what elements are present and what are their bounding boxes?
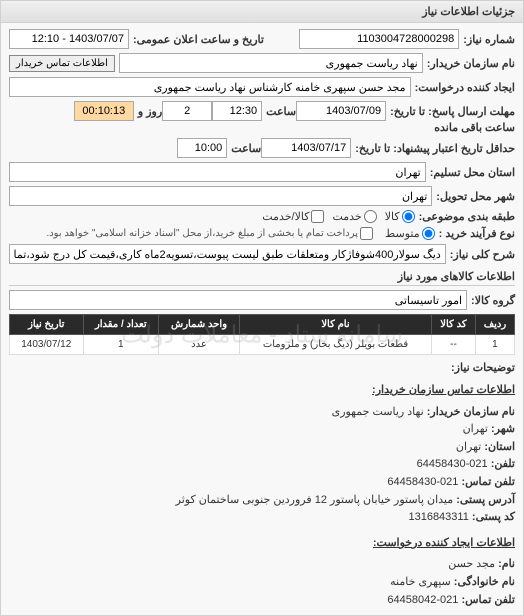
province-label: استان محل تسلیم: [430,166,515,179]
c1-fax-label: تلفن تماس: [461,476,515,488]
c2-name: مجد حسن [448,558,495,570]
col-name: نام کالا [239,315,431,335]
c2-family-label: نام خانوادگی: [454,576,515,588]
c2-name-label: نام: [498,558,515,570]
buyer-name-input[interactable] [119,53,423,73]
row-deadline: مهلت ارسال پاسخ: تا تاریخ: ساعت روز و سا… [9,101,515,134]
row-city: شهر محل تحویل: [9,186,515,206]
subject-label: شرح کلی نیاز: [450,248,515,261]
c1-fax: 021-64458430 [387,476,458,488]
requester-contact-block: اطلاعات ایجاد کننده درخواست: نام: مجد حس… [9,535,515,609]
details-panel: جزئیات اطلاعات نیاز شماره نیاز: تاریخ و … [0,0,524,616]
requester-label: ایجاد کننده درخواست: [415,81,515,94]
row-budget: طبقه بندی موضوعی: کالا خدمت کالا/خدمت [9,210,515,223]
group-input[interactable] [9,290,467,310]
announce-label: تاریخ و ساعت اعلان عمومی: [133,33,264,46]
day-label: روز و [138,105,162,118]
radio-goods-label: کالا [385,210,400,223]
deadline-time-input[interactable] [212,101,262,121]
proc-note: پرداخت تمام یا بخشی از مبلغ خرید،از محل … [46,228,358,239]
checkbox-treasury[interactable] [360,227,373,240]
notes-label: توضیحات نیاز: [451,361,515,374]
deadline-send-label: مهلت ارسال پاسخ: تا تاریخ: [390,105,515,118]
cell-code: -- [432,335,476,355]
radio-goods[interactable] [402,210,415,223]
subject-input[interactable] [9,244,446,264]
validity-label: حداقل تاریخ اعتبار پیشنهاد: تا تاریخ: [355,142,515,155]
col-qty: تعداد / مقدار [83,315,159,335]
c1-city: تهران [463,423,488,435]
c1-phone-label: تلفن: [491,458,515,470]
items-table-wrap: سامانه ستاد - معاملات دولت ردیف کد کالا … [9,314,515,355]
contact2-title: اطلاعات ایجاد کننده درخواست: [373,535,515,553]
validity-time-label: ساعت [231,142,261,155]
buyer-contact-block: اطلاعات تماس سازمان خریدار: نام سازمان خ… [9,382,515,527]
row-proctype: نوع فرآیند خرید : متوسط پرداخت تمام یا ب… [9,227,515,240]
requester-input[interactable] [9,77,411,97]
deadline-time-label: ساعت [266,105,296,118]
checkbox-both-label: کالا/خدمت [262,210,309,223]
city-input[interactable] [9,186,432,206]
need-no-label: شماره نیاز: [463,33,515,46]
col-unit: واحد شمارش [159,315,240,335]
c1-org-label: نام سازمان خریدار: [427,406,515,418]
days-remaining-input[interactable] [162,101,212,121]
radio-service[interactable] [364,210,377,223]
c1-org: نهاد ریاست جمهوری [332,406,424,418]
table-row[interactable]: 1 -- قطعات بویلر (دیگ بخار) و ملزومات عد… [10,335,515,355]
panel-body: شماره نیاز: تاریخ و ساعت اعلان عمومی: نا… [1,23,523,615]
row-buyer: نام سازمان خریدار: اطلاعات تماس خریدار [9,53,515,73]
checkbox-both[interactable] [311,210,324,223]
items-header-row: ردیف کد کالا نام کالا واحد شمارش تعداد /… [10,315,515,335]
c1-prov-label: استان: [484,441,515,453]
c2-family: سپهری خامنه [390,576,451,588]
c1-addr-label: آدرس پستی: [456,494,515,506]
need-no-input[interactable] [299,29,459,49]
validity-date-input[interactable] [261,138,351,158]
c1-city-label: شهر: [491,423,515,435]
col-row: ردیف [475,315,514,335]
province-input[interactable] [9,162,426,182]
contact1-title: اطلاعات تماس سازمان خریدار: [372,382,515,400]
budget-label: طبقه بندی موضوعی: [419,210,515,223]
time-remaining-input [74,101,134,121]
col-code: کد کالا [432,315,476,335]
city-label: شهر محل تحویل: [436,190,515,203]
c2-phone-label: تلفن تماس: [461,594,515,606]
validity-time-input[interactable] [177,138,227,158]
cell-row: 1 [475,335,514,355]
items-section-title: اطلاعات کالاهای مورد نیاز [9,270,515,286]
buyer-contact-button[interactable]: اطلاعات تماس خریدار [9,55,115,72]
row-requester: ایجاد کننده درخواست: [9,77,515,97]
deadline-date-input[interactable] [296,101,386,121]
row-group: گروه کالا: [9,290,515,310]
cell-name: قطعات بویلر (دیگ بخار) و ملزومات [239,335,431,355]
group-label: گروه کالا: [471,294,515,307]
proctype-label: نوع فرآیند خرید : [439,227,515,240]
c1-addr: میدان پاستور خیابان پاستور 12 فروردین جن… [176,494,454,506]
radio-medium[interactable] [422,227,435,240]
buyer-name-label: نام سازمان خریدار: [427,57,515,70]
announce-input[interactable] [9,29,129,49]
c1-postal: 1316843311 [408,511,468,523]
row-subject: شرح کلی نیاز: [9,244,515,264]
radio-medium-label: متوسط [385,227,420,240]
radio-service-label: خدمت [332,210,361,223]
c2-phone: 021-64458042 [387,594,458,606]
row-province: استان محل تسلیم: [9,162,515,182]
row-notes: توضیحات نیاز: [9,361,515,374]
cell-unit: عدد [159,335,240,355]
c1-phone: 021-64458430 [417,458,488,470]
cell-date: 1403/07/12 [10,335,84,355]
c1-postal-label: کد پستی: [472,511,515,523]
items-table: ردیف کد کالا نام کالا واحد شمارش تعداد /… [9,314,515,355]
budget-radios: کالا خدمت کالا/خدمت [262,210,414,223]
row-validity: حداقل تاریخ اعتبار پیشنهاد: تا تاریخ: سا… [9,138,515,158]
col-date: تاریخ نیاز [10,315,84,335]
cell-qty: 1 [83,335,159,355]
time-remaining-label: ساعت باقی مانده [434,121,515,134]
row-need-no: شماره نیاز: تاریخ و ساعت اعلان عمومی: [9,29,515,49]
c1-prov: تهران [456,441,481,453]
panel-title: جزئیات اطلاعات نیاز [1,1,523,23]
